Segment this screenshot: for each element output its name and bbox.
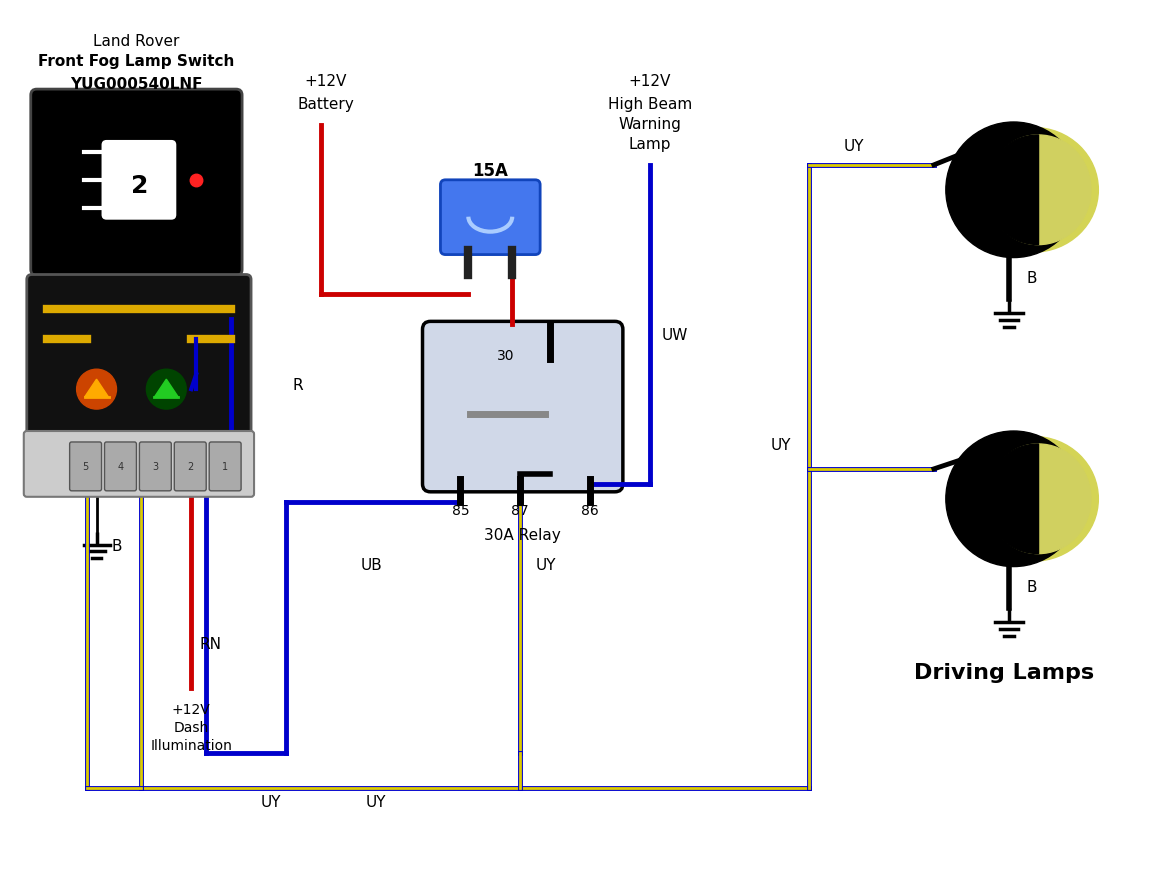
Text: UW: UW — [662, 328, 689, 343]
Text: 30: 30 — [496, 348, 514, 363]
FancyBboxPatch shape — [27, 275, 252, 449]
Text: Illumination: Illumination — [150, 738, 232, 753]
Text: Driving Lamps: Driving Lamps — [913, 662, 1094, 682]
Text: 2: 2 — [130, 174, 148, 197]
Ellipse shape — [969, 129, 1099, 253]
Circle shape — [77, 370, 116, 409]
Wedge shape — [983, 444, 1038, 554]
FancyBboxPatch shape — [30, 90, 242, 276]
FancyBboxPatch shape — [70, 442, 101, 491]
Text: UY: UY — [366, 794, 386, 809]
Text: B: B — [1026, 271, 1037, 286]
Text: Battery: Battery — [297, 97, 354, 112]
Text: 5: 5 — [83, 461, 89, 471]
FancyBboxPatch shape — [101, 141, 176, 221]
Text: 2: 2 — [188, 461, 193, 471]
Text: 87: 87 — [511, 503, 529, 517]
Text: +12V: +12V — [172, 702, 211, 716]
FancyBboxPatch shape — [175, 442, 206, 491]
Text: 86: 86 — [581, 503, 599, 517]
FancyBboxPatch shape — [423, 322, 623, 492]
Text: UY: UY — [261, 794, 281, 809]
Text: 85: 85 — [452, 503, 469, 517]
Text: High Beam: High Beam — [608, 97, 692, 112]
Text: UY: UY — [843, 139, 864, 154]
Text: UY: UY — [535, 557, 556, 572]
Text: 4: 4 — [118, 461, 123, 471]
Circle shape — [147, 370, 186, 409]
Text: R: R — [292, 378, 303, 393]
Text: 1: 1 — [223, 461, 228, 471]
Text: B: B — [1026, 580, 1037, 594]
Text: Front Fog Lamp Switch: Front Fog Lamp Switch — [38, 54, 234, 69]
FancyBboxPatch shape — [440, 181, 541, 255]
Text: +12V: +12V — [304, 74, 347, 89]
FancyBboxPatch shape — [210, 442, 241, 491]
Text: 3: 3 — [153, 461, 158, 471]
Polygon shape — [85, 380, 108, 398]
Circle shape — [946, 123, 1081, 258]
Ellipse shape — [969, 437, 1099, 561]
Text: Dash: Dash — [174, 720, 209, 734]
Text: 15A: 15A — [472, 162, 508, 180]
Ellipse shape — [987, 136, 1090, 245]
Circle shape — [946, 432, 1081, 567]
Polygon shape — [155, 380, 178, 398]
FancyBboxPatch shape — [105, 442, 136, 491]
FancyBboxPatch shape — [140, 442, 171, 491]
Text: B: B — [112, 538, 122, 553]
FancyBboxPatch shape — [23, 432, 254, 497]
Text: Land Rover: Land Rover — [93, 34, 179, 49]
Text: 30A Relay: 30A Relay — [485, 527, 562, 542]
Text: UY: UY — [771, 437, 791, 453]
Wedge shape — [983, 136, 1038, 245]
Text: UB: UB — [361, 557, 382, 572]
Text: RN: RN — [199, 637, 221, 652]
Text: +12V: +12V — [629, 74, 671, 89]
Text: Lamp: Lamp — [629, 136, 671, 152]
Ellipse shape — [987, 444, 1090, 554]
Text: Warning: Warning — [619, 116, 682, 132]
Text: YUG000540LNF: YUG000540LNF — [70, 76, 203, 91]
